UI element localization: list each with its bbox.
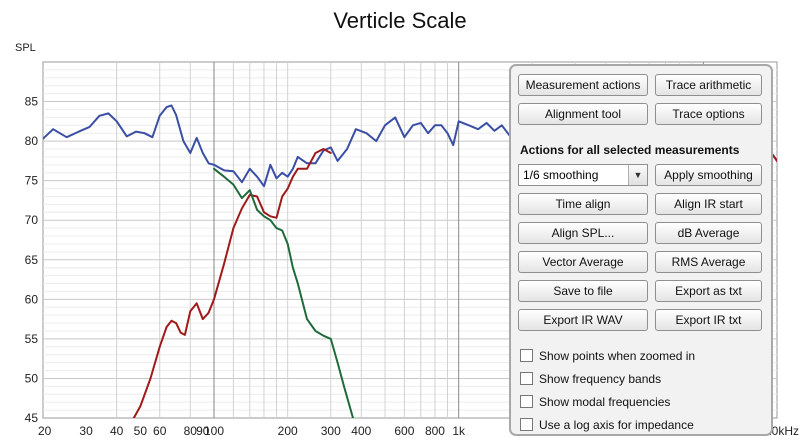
show-modal-checkbox[interactable]: [520, 395, 533, 408]
save-to-file-button[interactable]: Save to file: [518, 280, 648, 302]
log-impedance-checkbox[interactable]: [520, 418, 533, 431]
x-tick-label: 30: [79, 424, 93, 438]
y-tick-label: 50: [25, 371, 39, 385]
show-modal-label: Show modal frequencies: [539, 395, 671, 409]
x-tick-label: 800: [425, 424, 445, 438]
show-bands-checkbox-row[interactable]: Show frequency bands: [520, 372, 661, 390]
x-tick-label: 80: [184, 424, 198, 438]
trace-arithmetic-button[interactable]: Trace arithmetic: [655, 74, 762, 96]
y-tick-label: 85: [25, 95, 39, 109]
show-modal-checkbox-row[interactable]: Show modal frequencies: [520, 395, 670, 413]
show-bands-checkbox[interactable]: [520, 372, 533, 385]
rms-average-button[interactable]: RMS Average: [655, 251, 762, 273]
y-tick-label: 55: [25, 332, 39, 346]
db-average-button[interactable]: dB Average: [655, 222, 762, 244]
y-tick-label: 75: [25, 174, 39, 188]
x-tick-label: 1k: [452, 424, 466, 438]
chart-title: Verticle Scale: [333, 8, 467, 33]
time-align-button[interactable]: Time align: [518, 193, 648, 215]
show-points-checkbox-row[interactable]: Show points when zoomed in: [520, 349, 695, 367]
x-tick-label: 20kHz: [765, 424, 799, 438]
x-tick-label: 600: [394, 424, 414, 438]
x-tick-label: 100: [204, 424, 224, 438]
align-spl-button[interactable]: Align SPL...: [518, 222, 648, 244]
show-points-checkbox[interactable]: [520, 349, 533, 362]
export-ir-txt-button[interactable]: Export IR txt: [655, 309, 762, 331]
dropdown-arrow-icon[interactable]: ▼: [628, 165, 647, 185]
selected-actions-heading: Actions for all selected measurements: [520, 143, 740, 157]
y-tick-label: 80: [25, 134, 39, 148]
x-tick-label: 90: [196, 424, 210, 438]
x-tick-label: 200: [278, 424, 298, 438]
export-ir-wav-button[interactable]: Export IR WAV: [518, 309, 648, 331]
y-tick-label: 60: [25, 292, 39, 306]
apply-smoothing-button[interactable]: Apply smoothing: [655, 164, 762, 186]
y-tick-label: 70: [25, 213, 39, 227]
x-tick-label: 60: [153, 424, 167, 438]
measurement-actions-button[interactable]: Measurement actions: [518, 74, 648, 96]
export-as-txt-button[interactable]: Export as txt: [655, 280, 762, 302]
x-tick-label: 300: [321, 424, 341, 438]
align-ir-start-button[interactable]: Align IR start: [655, 193, 762, 215]
x-tick-label: 400: [351, 424, 371, 438]
x-tick-label: 50: [134, 424, 148, 438]
alignment-tool-button[interactable]: Alignment tool: [518, 103, 648, 125]
log-impedance-label: Use a log axis for impedance: [539, 418, 694, 432]
x-tick-label: 20: [38, 424, 52, 438]
show-bands-label: Show frequency bands: [539, 372, 662, 386]
x-tick-label: 40: [110, 424, 124, 438]
vector-average-button[interactable]: Vector Average: [518, 251, 648, 273]
y-tick-label: 65: [25, 253, 39, 267]
smoothing-select[interactable]: 1/6 smoothing ▼: [518, 164, 648, 186]
show-points-label: Show points when zoomed in: [539, 349, 696, 363]
trace-options-button[interactable]: Trace options: [655, 103, 762, 125]
smoothing-select-value: 1/6 smoothing: [523, 168, 599, 182]
series-line-3: [213, 167, 354, 418]
y-axis-unit: SPL: [15, 42, 36, 54]
log-impedance-checkbox-row[interactable]: Use a log axis for impedance: [520, 418, 694, 436]
measurement-actions-panel: Measurement actions Trace arithmetic Ali…: [509, 64, 773, 436]
y-tick-label: 45: [25, 411, 39, 425]
